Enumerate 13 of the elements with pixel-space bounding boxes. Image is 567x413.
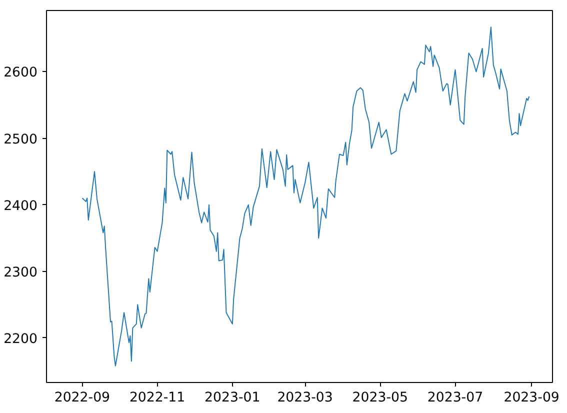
- x-tick-label: 2023-07: [427, 390, 484, 406]
- x-tick-label: 2023-01: [204, 390, 260, 406]
- y-tick-label: 2400: [4, 198, 38, 214]
- y-tick-label: 2300: [4, 265, 38, 280]
- x-tick-label: 2023-03: [277, 390, 333, 406]
- y-tick-label: 2600: [4, 66, 38, 81]
- x-tick-label: 2023-09: [504, 390, 560, 406]
- x-tick-label: 2023-05: [352, 390, 408, 406]
- y-tick-label: 2200: [4, 332, 38, 347]
- x-tick-label: 2022-09: [54, 390, 110, 406]
- line-series: [82, 26, 530, 366]
- x-tick-label: 2022-11: [129, 390, 186, 406]
- y-tick-label: 2500: [4, 132, 38, 148]
